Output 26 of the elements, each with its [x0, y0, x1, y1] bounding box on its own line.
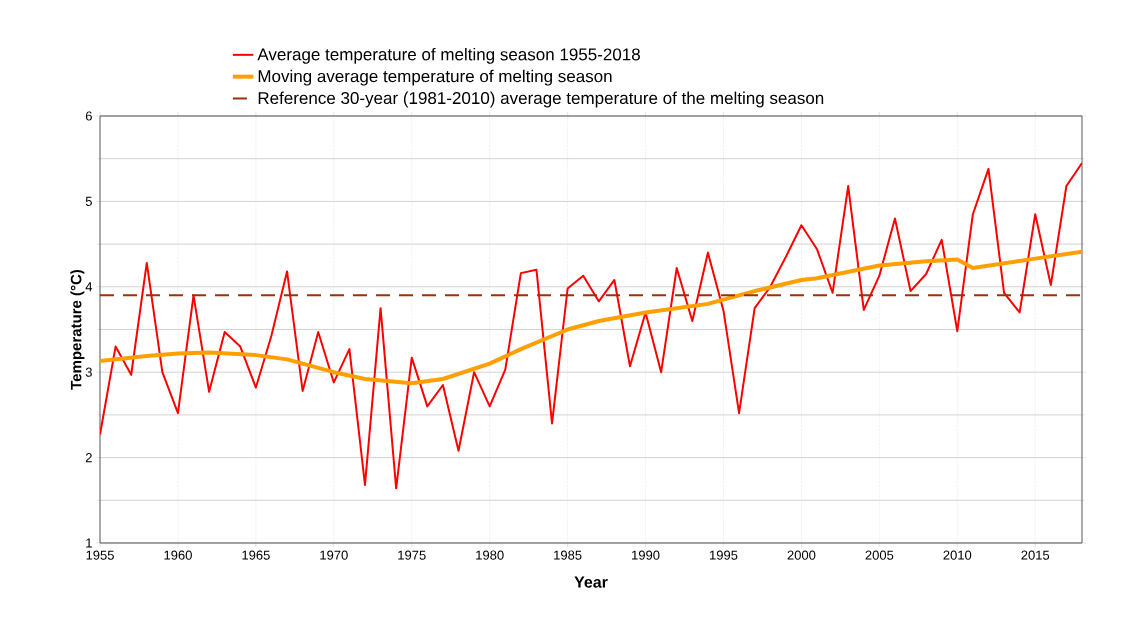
line-series [100, 161, 1082, 490]
x-tick-label: 1970 [320, 550, 348, 560]
x-tick-label: 1980 [476, 550, 504, 560]
x-tick-label: 1965 [242, 550, 270, 560]
x-tick-label: 1975 [398, 550, 426, 560]
y-tick-label: 6 [85, 111, 92, 121]
x-tick-label: 1990 [632, 550, 660, 560]
x-tick-label: 1960 [164, 550, 192, 560]
legend-label: Moving average temperature of melting season [258, 69, 612, 86]
legend-label: Reference 30-year (1981-2010) average temperature of the melting season [258, 91, 824, 108]
x-tick-label: 2005 [865, 550, 894, 560]
legend-label: Average temperature of melting season 1955-2018 [257, 47, 640, 64]
y-tick-label: 5 [85, 196, 92, 206]
x-tick-label: 1995 [710, 550, 738, 560]
y-tick-label: 3 [85, 367, 92, 377]
x-axis-title: Year [574, 576, 608, 588]
x-tick-label: 2000 [787, 550, 816, 560]
x-tick-label: 1955 [86, 550, 114, 560]
y-tick-label: 4 [85, 282, 93, 292]
x-tick-label: 2010 [943, 550, 972, 560]
line-series [100, 249, 1082, 386]
y-axis-title: Temperature (°C) [70, 269, 85, 390]
x-tick-label: 2015 [1021, 550, 1050, 560]
x-tick-label: 1985 [554, 550, 582, 560]
y-tick-label: 2 [85, 453, 92, 463]
y-tick-label: 1 [86, 538, 92, 548]
